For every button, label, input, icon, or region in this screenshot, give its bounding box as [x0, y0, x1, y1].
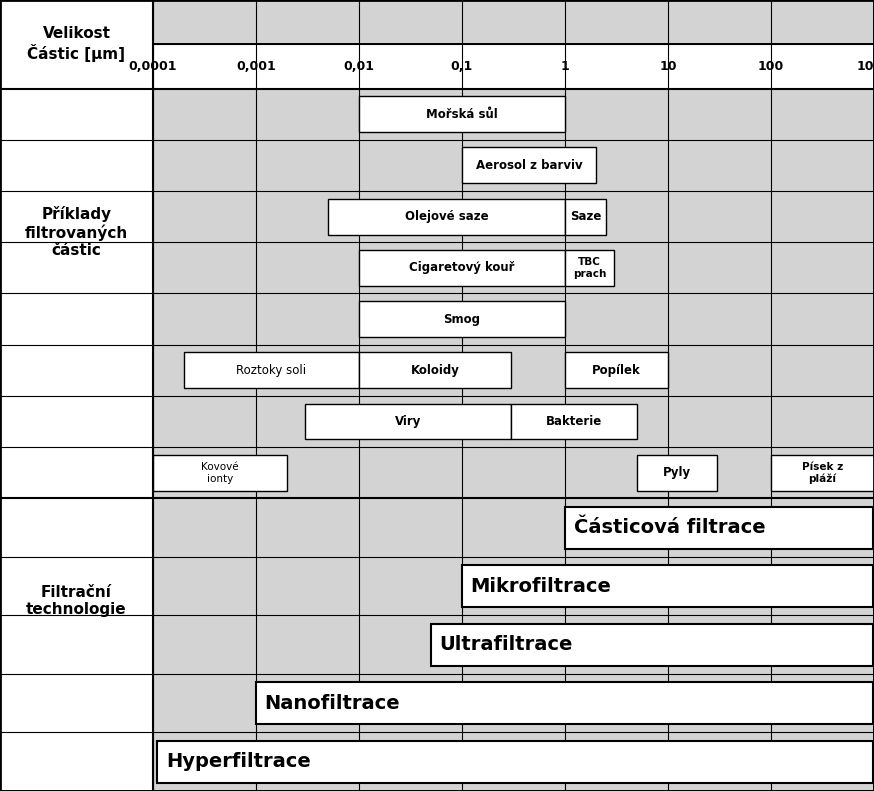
Bar [153, 498, 874, 791]
Text: Popílek: Popílek [592, 364, 641, 377]
Bar [256, 682, 873, 725]
Bar [153, 89, 874, 498]
Bar [359, 97, 565, 132]
Bar [328, 199, 565, 235]
Text: Smog: Smog [443, 312, 481, 326]
Text: Hyperfiltrace: Hyperfiltrace [166, 752, 310, 771]
Bar [565, 250, 614, 286]
Text: Částicová filtrace: Částicová filtrace [573, 518, 766, 537]
Text: Viry: Viry [395, 415, 421, 428]
Bar [157, 740, 873, 783]
Text: Saze: Saze [570, 210, 601, 223]
Text: 1: 1 [560, 60, 569, 73]
Bar [153, 0, 874, 44]
Text: Velikost
Částic [μm]: Velikost Částic [μm] [27, 26, 126, 62]
Text: Koloidy: Koloidy [411, 364, 460, 377]
Text: 10: 10 [659, 60, 676, 73]
Text: 1000: 1000 [857, 60, 874, 73]
Text: 0,01: 0,01 [343, 60, 374, 73]
Bar [462, 147, 596, 184]
Bar [511, 403, 637, 440]
Bar [462, 565, 873, 607]
Bar [565, 199, 606, 235]
Bar [305, 403, 511, 440]
Text: 0,0001: 0,0001 [128, 60, 177, 73]
Bar [565, 352, 668, 388]
Text: Mořská sůl: Mořská sůl [427, 108, 498, 121]
Text: 0,1: 0,1 [451, 60, 473, 73]
Bar [153, 44, 874, 89]
Bar [0, 498, 153, 791]
Text: Pyly: Pyly [663, 466, 691, 479]
Bar [0, 89, 153, 498]
Text: TBC
prach: TBC prach [572, 257, 607, 278]
Bar [565, 506, 873, 549]
Text: Olejové saze: Olejové saze [405, 210, 489, 223]
Text: Příklady
filtrovaných
částic: Příklady filtrovaných částic [24, 206, 128, 259]
Bar [637, 455, 718, 490]
Text: Písek z
pláží: Písek z pláží [801, 462, 843, 484]
Bar [184, 352, 359, 388]
Text: Kovové
ionty: Kovové ionty [201, 462, 239, 483]
Text: Aerosol z barviv: Aerosol z barviv [475, 159, 582, 172]
Bar [0, 0, 153, 89]
Text: Mikrofiltrace: Mikrofiltrace [471, 577, 612, 596]
Bar [359, 352, 511, 388]
Bar [771, 455, 874, 490]
Bar [359, 301, 565, 337]
Text: Bakterie: Bakterie [546, 415, 602, 428]
Bar [359, 250, 565, 286]
Text: Filtrační
technologie: Filtrační technologie [26, 585, 127, 617]
Text: Ultrafiltrace: Ultrafiltrace [440, 635, 573, 654]
Bar [431, 623, 873, 666]
Text: Nanofiltrace: Nanofiltrace [265, 694, 400, 713]
Text: Roztoky soli: Roztoky soli [236, 364, 307, 377]
Text: 0,001: 0,001 [236, 60, 276, 73]
Text: Cigaretový kouř: Cigaretový kouř [409, 261, 515, 274]
Bar [153, 455, 287, 490]
Text: 100: 100 [758, 60, 784, 73]
